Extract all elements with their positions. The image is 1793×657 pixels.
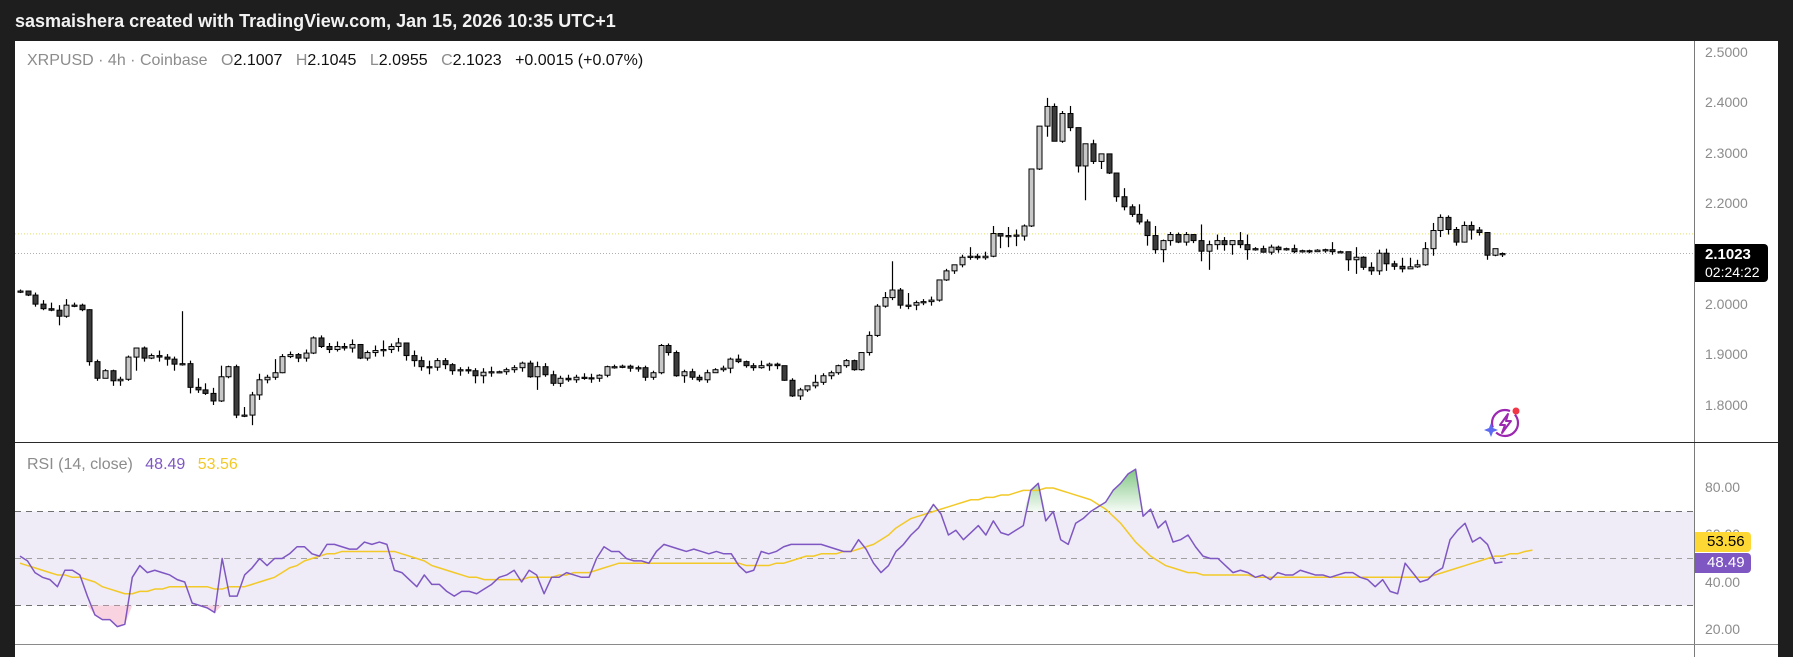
high-label: H — [295, 52, 308, 69]
rsi-value: 48.49 — [145, 456, 186, 473]
rsi-tag: 48.49 — [1695, 553, 1751, 573]
top-bar: sasmaishera created with TradingView.com… — [0, 0, 1793, 41]
price-tick: 1.9000 — [1705, 346, 1748, 362]
price-tick: 2.0000 — [1705, 296, 1748, 312]
header-title: sasmaishera created with TradingView.com… — [15, 11, 616, 31]
current-price-tag: 2.1023 02:24:22 — [1695, 244, 1768, 282]
price-axis-border — [1694, 41, 1695, 657]
low-value: 2.0955 — [378, 52, 428, 69]
rsi-ma-value: 53.56 — [197, 456, 238, 473]
trading-assistant-bolt-icon[interactable] — [1484, 406, 1522, 440]
price-tick: 2.2000 — [1705, 195, 1748, 211]
pane-divider[interactable] — [15, 442, 1778, 443]
open-label: O — [221, 52, 234, 69]
rsi-tick: 40.00 — [1705, 574, 1741, 590]
change-value: +0.0015 (+0.07%) — [515, 52, 644, 69]
current-price: 2.1023 — [1705, 246, 1751, 263]
rsi-ma-tag: 53.56 — [1695, 532, 1751, 552]
time-axis-border — [15, 644, 1778, 645]
open-value: 2.1007 — [233, 52, 283, 69]
price-tick: 2.3000 — [1705, 145, 1748, 161]
symbol-name[interactable]: XRPUSD — [27, 52, 94, 69]
symbol-legend: XRPUSD · 4h · Coinbase O2.1007 H2.1045 L… — [27, 52, 643, 70]
exchange: Coinbase — [139, 52, 208, 69]
high-value: 2.1045 — [307, 52, 357, 69]
rsi-tick: 20.00 — [1705, 621, 1741, 637]
separator: · — [98, 52, 104, 69]
rsi-legend: RSI (14, close) 48.49 53.56 — [27, 456, 238, 474]
rsi-label[interactable]: RSI (14, close) — [27, 456, 133, 473]
bar-countdown: 02:24:22 — [1705, 264, 1760, 280]
price-tick: 1.8000 — [1705, 397, 1748, 413]
interval[interactable]: 4h — [107, 52, 126, 69]
separator: · — [130, 52, 136, 69]
low-label: L — [369, 52, 379, 69]
price-tick: 2.5000 — [1705, 44, 1748, 60]
close-value: 2.1023 — [452, 52, 502, 69]
close-label: C — [441, 52, 453, 69]
rsi-tick: 80.00 — [1705, 479, 1741, 495]
price-tick: 2.4000 — [1705, 94, 1748, 110]
